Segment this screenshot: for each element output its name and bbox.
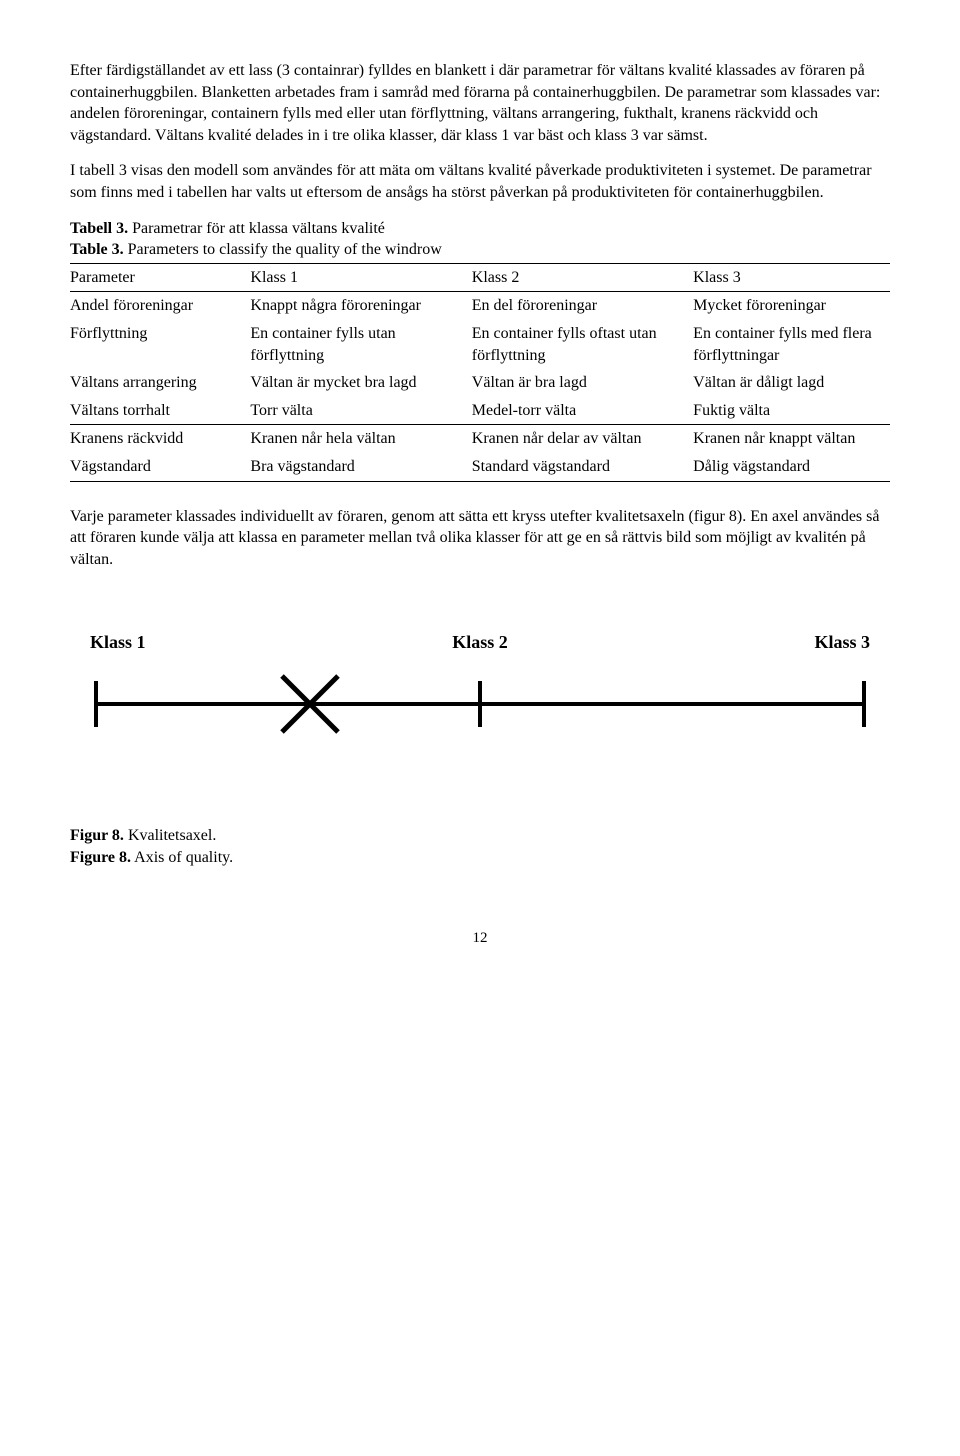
table-header-row: Parameter Klass 1 Klass 2 Klass 3	[70, 263, 890, 292]
table-cell: En container fylls med flera förflyttnin…	[693, 320, 890, 369]
table-cell: Torr välta	[250, 397, 471, 425]
table-cell: Vältan är mycket bra lagd	[250, 369, 471, 397]
paragraph-2: I tabell 3 visas den modell som användes…	[70, 160, 890, 203]
axis-labels: Klass 1 Klass 2 Klass 3	[90, 630, 870, 654]
axis-label-1: Klass 1	[90, 630, 146, 654]
table-cell: En del föroreningar	[472, 292, 693, 320]
figure-caption-sv-text: Kvalitetsaxel.	[124, 827, 216, 844]
table-cell: Förflyttning	[70, 320, 250, 369]
table-cell: Knappt några föroreningar	[250, 292, 471, 320]
figure-caption-en-text: Axis of quality.	[131, 849, 233, 866]
table-cell: Mycket föroreningar	[693, 292, 890, 320]
table-cell: Kranens räckvidd	[70, 425, 250, 453]
quality-axis	[90, 669, 870, 746]
table-caption-sv-text: Parametrar för att klassa vältans kvalit…	[128, 220, 385, 237]
table-cell: Vältans arrangering	[70, 369, 250, 397]
table-row: Förflyttning En container fylls utan för…	[70, 320, 890, 369]
axis-label-2: Klass 2	[452, 630, 508, 654]
table-header-cell: Parameter	[70, 263, 250, 292]
paragraph-1: Efter färdigställandet av ett lass (3 co…	[70, 60, 890, 146]
table-cell: Vägstandard	[70, 453, 250, 481]
table-cell: Medel-torr välta	[472, 397, 693, 425]
table-caption-en-label: Table 3.	[70, 241, 124, 258]
axis-diagram	[90, 669, 870, 739]
figure-caption-sv-label: Figur 8.	[70, 827, 124, 844]
table-cell: Kranen når hela vältan	[250, 425, 471, 453]
table-caption-sv-label: Tabell 3.	[70, 220, 128, 237]
page-number: 12	[70, 928, 890, 948]
table-cell: Vältans torrhalt	[70, 397, 250, 425]
table-header-cell: Klass 1	[250, 263, 471, 292]
table-cell: En container fylls oftast utan förflyttn…	[472, 320, 693, 369]
table-cell: Standard vägstandard	[472, 453, 693, 481]
quality-table: Parameter Klass 1 Klass 2 Klass 3 Andel …	[70, 263, 890, 482]
table-cell: Vältan är bra lagd	[472, 369, 693, 397]
table-caption: Tabell 3. Parametrar för att klassa vält…	[70, 218, 890, 261]
table-header-cell: Klass 2	[472, 263, 693, 292]
table-header-cell: Klass 3	[693, 263, 890, 292]
table-row: Andel föroreningar Knappt några föroreni…	[70, 292, 890, 320]
table-cell: Vältan är dåligt lagd	[693, 369, 890, 397]
paragraph-3: Varje parameter klassades individuellt a…	[70, 506, 890, 571]
table-cell: Kranen når knappt vältan	[693, 425, 890, 453]
table-cell: Andel föroreningar	[70, 292, 250, 320]
table-cell: En container fylls utan förflyttning	[250, 320, 471, 369]
table-caption-en-text: Parameters to classify the quality of th…	[124, 241, 442, 258]
table-row: Kranens räckvidd Kranen når hela vältan …	[70, 425, 890, 453]
axis-label-3: Klass 3	[814, 630, 870, 654]
figure-caption-en-label: Figure 8.	[70, 849, 131, 866]
figure-caption: Figur 8. Kvalitetsaxel. Figure 8. Axis o…	[70, 825, 890, 868]
table-row: Vältans arrangering Vältan är mycket bra…	[70, 369, 890, 397]
table-row: Vältans torrhalt Torr välta Medel-torr v…	[70, 397, 890, 425]
table-cell: Kranen når delar av vältan	[472, 425, 693, 453]
table-cell: Fuktig välta	[693, 397, 890, 425]
table-cell: Dålig vägstandard	[693, 453, 890, 481]
table-row: Vägstandard Bra vägstandard Standard väg…	[70, 453, 890, 481]
table-cell: Bra vägstandard	[250, 453, 471, 481]
